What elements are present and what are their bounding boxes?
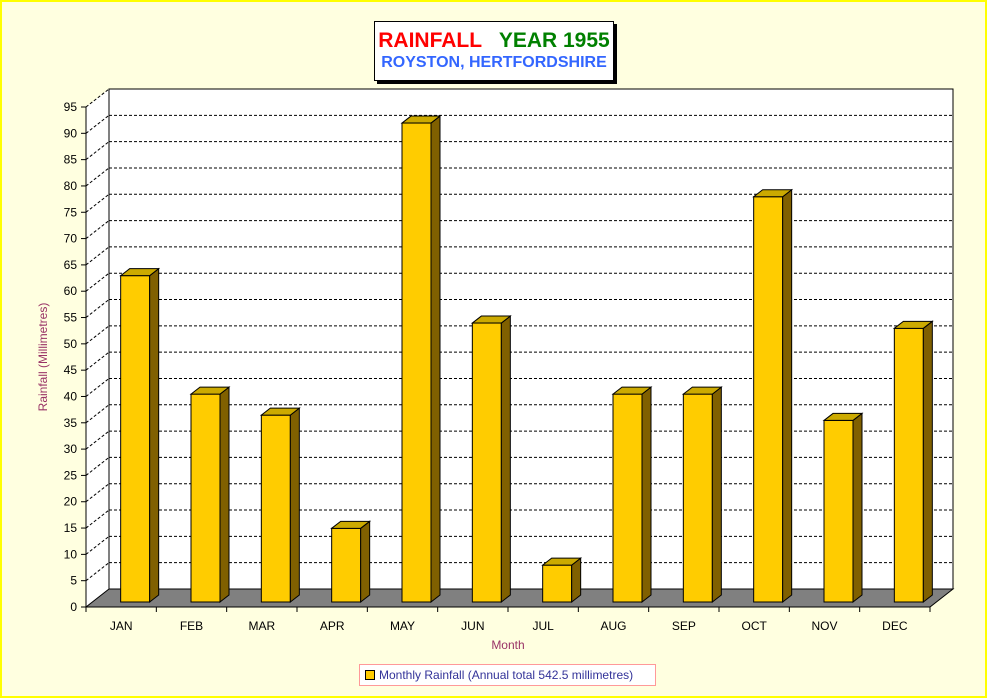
x-tick-label-feb: FEB: [180, 619, 203, 633]
bar-side-may: [430, 115, 441, 604]
bar-side-aug: [641, 386, 652, 604]
chart-legend: Monthly Rainfall (Annual total 542.5 mil…: [359, 664, 656, 686]
bar-top-nov: [822, 412, 864, 421]
title-rainfall: RAINFALL: [378, 29, 482, 52]
bar-side-nov: [852, 412, 863, 604]
legend-label: Monthly Rainfall (Annual total 542.5 mil…: [379, 668, 634, 682]
x-tick-label-aug: AUG: [600, 619, 626, 633]
bar-top-mar: [259, 407, 301, 416]
x-tick-label-jun: JUN: [461, 619, 484, 633]
y-tick-label: 35: [64, 416, 78, 430]
y-tick-label: 5: [70, 574, 77, 588]
bar-aug: [612, 393, 643, 603]
x-tick-label-apr: APR: [320, 619, 345, 633]
bar-side-apr: [360, 520, 371, 604]
title-year: YEAR 1955: [498, 29, 610, 52]
bar-side-dec: [922, 320, 933, 604]
y-tick-label: 95: [64, 100, 78, 114]
bar-jan: [120, 275, 151, 603]
bar-oct: [753, 196, 784, 603]
y-tick-label: 20: [64, 495, 78, 509]
bar-side-jan: [149, 267, 160, 604]
x-tick-label-mar: MAR: [248, 619, 275, 633]
chart-title: RAINFALL YEAR 1955: [375, 29, 613, 53]
plot-back-wall: [108, 88, 954, 590]
y-axis-title: Rainfall (Millimetres): [36, 303, 50, 412]
x-tick-label-nov: NOV: [811, 619, 837, 633]
bar-mar: [260, 414, 291, 603]
x-tick-label-sep: SEP: [672, 619, 696, 633]
bar-top-oct: [752, 189, 794, 198]
y-tick-label: 80: [64, 179, 78, 193]
bar-top-aug: [611, 386, 653, 395]
bar-feb: [190, 393, 221, 603]
bar-top-apr: [330, 520, 372, 529]
y-tick-label: 70: [64, 232, 78, 246]
chart-title-box: RAINFALL YEAR 1955 ROYSTON, HERTFORDSHIR…: [374, 21, 614, 81]
y-tick-label: 40: [64, 389, 78, 403]
bar-side-sep: [711, 386, 722, 604]
x-tick-label-dec: DEC: [882, 619, 908, 633]
bar-jun: [471, 322, 502, 603]
bar-nov: [823, 419, 854, 603]
bar-top-feb: [189, 386, 231, 395]
y-tick-label: 30: [64, 442, 78, 456]
bar-apr: [331, 527, 362, 603]
x-tick-label-oct: OCT: [741, 619, 767, 633]
y-tick-label: 90: [64, 126, 78, 140]
bar-side-oct: [782, 188, 793, 604]
chart-subtitle: ROYSTON, HERTFORDSHIRE: [381, 54, 607, 71]
y-tick-label: 25: [64, 468, 78, 482]
bar-side-feb: [219, 386, 230, 604]
bar-may: [401, 122, 432, 603]
y-tick-label: 10: [64, 547, 78, 561]
x-tick-label-jan: JAN: [110, 619, 133, 633]
bar-sep: [682, 393, 713, 603]
y-tick-label: 50: [64, 337, 78, 351]
y-tick-label: 85: [64, 153, 78, 167]
bar-side-jun: [500, 315, 511, 604]
y-tick-label: 60: [64, 284, 78, 298]
y-tick-label: 0: [70, 600, 77, 614]
y-tick-label: 75: [64, 205, 78, 219]
bar-top-dec: [892, 320, 934, 329]
y-tick-label: 55: [64, 311, 78, 325]
bar-top-jun: [470, 315, 512, 324]
bar-side-mar: [289, 407, 300, 604]
bar-top-jul: [541, 557, 583, 566]
y-tick-label: 45: [64, 363, 78, 377]
bar-top-may: [400, 115, 442, 124]
bar-jul: [542, 564, 573, 603]
y-tick-label: 15: [64, 521, 78, 535]
bar-top-jan: [119, 268, 161, 277]
plot-side-wall: [86, 89, 109, 607]
x-axis-title: Month: [491, 638, 524, 652]
bar-top-sep: [681, 386, 723, 395]
y-tick-label: 65: [64, 258, 78, 272]
legend-swatch: [365, 670, 375, 680]
bar-dec: [893, 327, 924, 603]
x-tick-label-jul: JUL: [532, 619, 554, 633]
x-tick-label-may: MAY: [390, 619, 415, 633]
